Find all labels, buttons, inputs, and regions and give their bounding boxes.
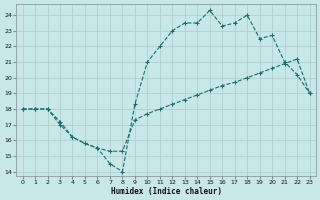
X-axis label: Humidex (Indice chaleur): Humidex (Indice chaleur) — [111, 187, 221, 196]
